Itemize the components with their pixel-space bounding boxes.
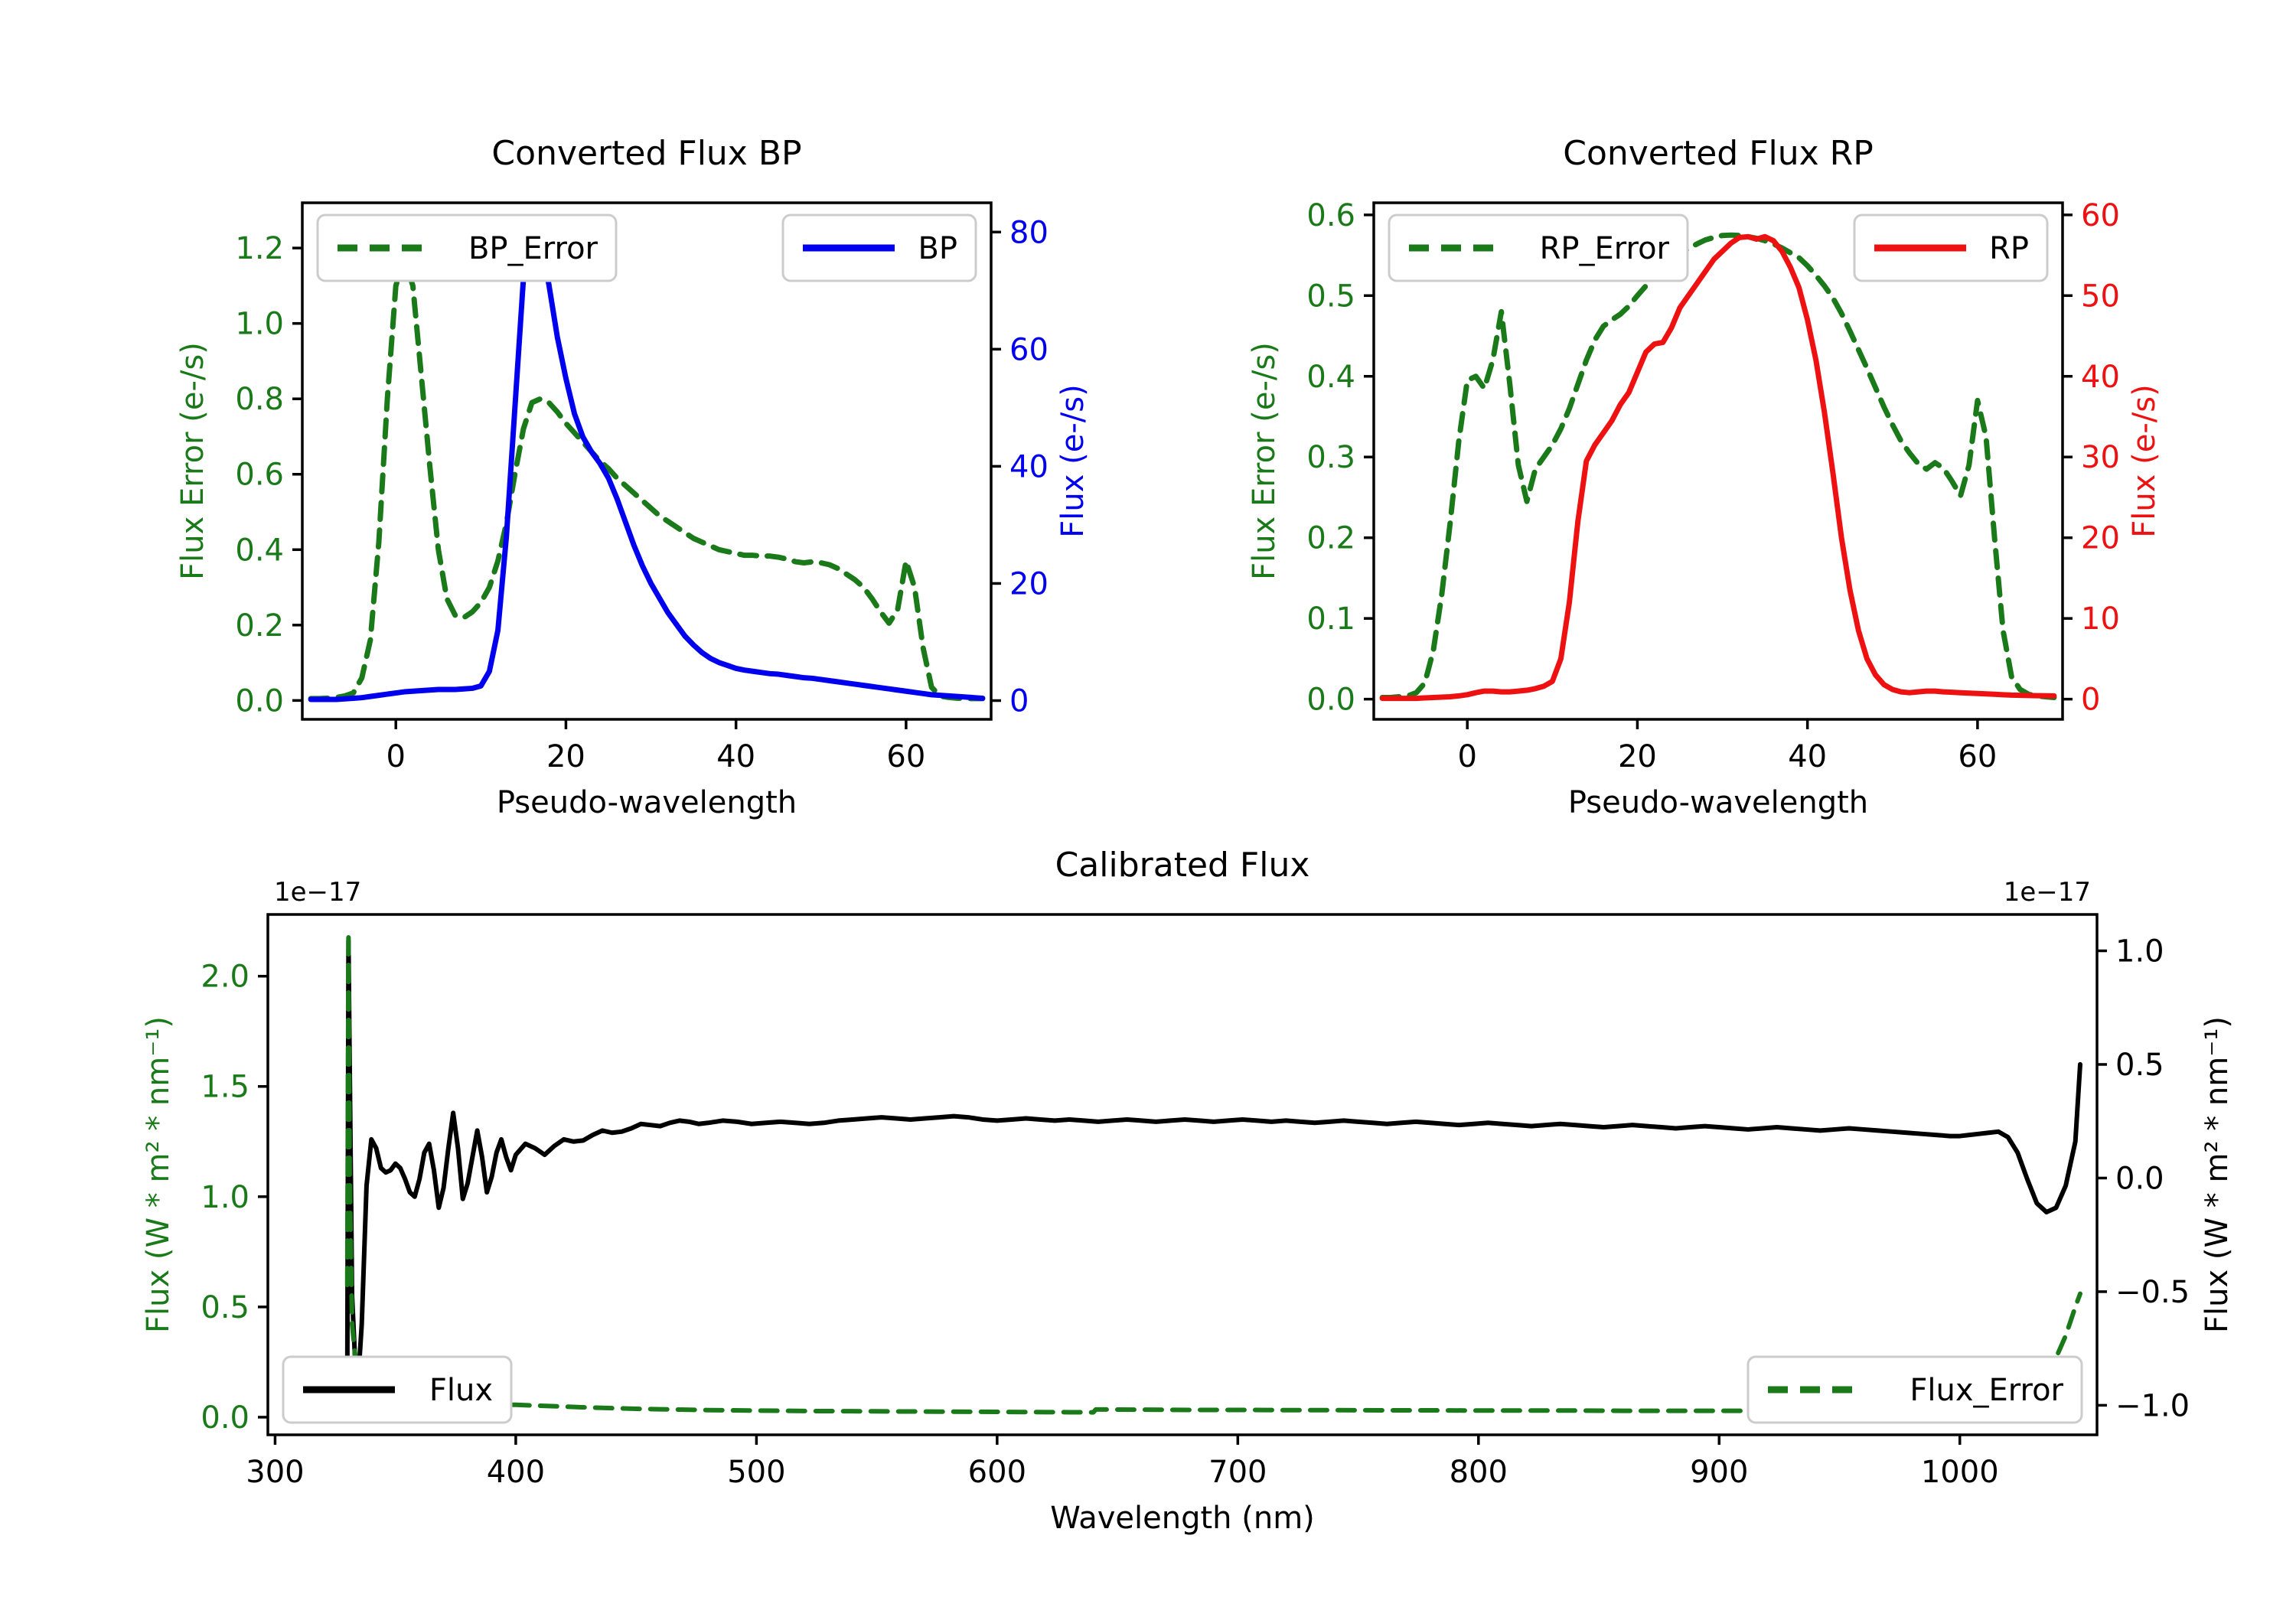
series-line-rp_error <box>1379 232 2057 701</box>
plot-frame <box>266 913 2099 1436</box>
y-tick-label-left: 1.5 <box>201 1070 249 1105</box>
x-tick-label: 60 <box>886 739 925 774</box>
y-tick-label-right: 0 <box>1009 684 1029 719</box>
x-tick-label: 60 <box>1958 739 1997 774</box>
y-tick-label-right: 20 <box>2081 521 2120 556</box>
legend-label: RP <box>1989 231 2029 266</box>
legend-label: BP <box>918 231 957 266</box>
y-tick-label-right: −0.5 <box>2115 1275 2190 1310</box>
y-tick-label-left: 1.0 <box>235 307 284 342</box>
y-axis-label-right: Flux (e-/s) <box>1055 384 1091 537</box>
series-line-bp <box>308 220 986 702</box>
x-tick-label: 20 <box>1618 739 1657 774</box>
y-tick-label-right: 1.0 <box>2115 934 2164 970</box>
y-axis-label-left: Flux Error (e-/s) <box>1247 342 1282 580</box>
series-line-bp_error <box>308 256 986 702</box>
x-tick-label: 1000 <box>1921 1455 1999 1490</box>
legend-label: Flux_Error <box>1910 1373 2063 1408</box>
y-axis-label-right: Flux (W * m² * nm⁻¹) <box>2200 1016 2235 1333</box>
y-tick-label-right: 0.5 <box>2115 1048 2164 1083</box>
y-tick-label-right: 80 <box>1009 215 1049 250</box>
x-tick-label: 40 <box>716 739 755 774</box>
y-tick-label-left: 0.8 <box>235 382 284 417</box>
x-tick-label: 40 <box>1788 739 1827 774</box>
legend-label: RP_Error <box>1540 231 1670 266</box>
legend-label: Flux <box>429 1373 493 1408</box>
y-tick-label-right: 40 <box>2081 360 2120 395</box>
series-line-flux <box>344 938 2082 1402</box>
legend-bp[interactable]: BP <box>781 214 977 282</box>
legend-rp_error[interactable]: RP_Error <box>1388 214 1689 282</box>
legend-label: BP_Error <box>468 231 598 266</box>
y-tick-label-right: 40 <box>1009 449 1049 484</box>
y-tick-label-right: 50 <box>2081 279 2120 314</box>
chart-title: Converted Flux BP <box>491 134 801 173</box>
y-tick-label-left: 0.0 <box>201 1400 249 1436</box>
x-tick-label: 500 <box>727 1455 785 1490</box>
series-line-rp <box>1379 233 2057 702</box>
offset-text-left: 1e−17 <box>274 877 361 908</box>
y-axis-label-left: Flux (W * m² * nm⁻¹) <box>141 1016 176 1333</box>
y-axis-label-right: Flux (e-/s) <box>2127 384 2162 537</box>
plot-frame <box>1372 201 2064 721</box>
x-tick-label: 0 <box>386 739 405 774</box>
legend-flux[interactable]: Flux <box>282 1355 513 1424</box>
y-tick-label-right: 10 <box>2081 601 2120 637</box>
y-tick-label-left: 0.3 <box>1306 440 1355 475</box>
x-tick-label: 600 <box>968 1455 1026 1490</box>
plot-frame <box>301 201 993 721</box>
x-tick-label: 20 <box>546 739 585 774</box>
x-tick-label: 700 <box>1208 1455 1267 1490</box>
y-tick-label-right: 60 <box>2081 198 2120 233</box>
legend-flux_error[interactable]: Flux_Error <box>1746 1355 2083 1424</box>
x-axis-label: Pseudo-wavelength <box>497 785 797 820</box>
chart-title: Calibrated Flux <box>1055 846 1310 885</box>
y-tick-label-left: 1.2 <box>235 231 284 266</box>
y-tick-label-right: −1.0 <box>2115 1388 2190 1423</box>
y-tick-label-right: 30 <box>2081 440 2120 475</box>
y-tick-label-right: 0.0 <box>2115 1161 2164 1196</box>
y-tick-label-left: 0.4 <box>235 533 284 568</box>
x-tick-label: 0 <box>1457 739 1476 774</box>
y-tick-label-left: 0.0 <box>235 683 284 719</box>
offset-text-right: 1e−17 <box>2004 877 2091 908</box>
y-tick-label-left: 0.6 <box>1306 198 1355 233</box>
x-tick-label: 300 <box>246 1455 304 1490</box>
y-tick-label-left: 0.5 <box>1306 279 1355 314</box>
x-tick-label: 400 <box>487 1455 545 1490</box>
y-tick-label-left: 0.2 <box>235 608 284 644</box>
y-tick-label-left: 0.0 <box>1306 683 1355 718</box>
x-axis-label: Pseudo-wavelength <box>1568 785 1868 820</box>
y-tick-label-left: 1.0 <box>201 1180 249 1215</box>
y-axis-label-left: Flux Error (e-/s) <box>175 342 210 580</box>
y-tick-label-left: 0.6 <box>235 458 284 493</box>
chart-title: Converted Flux RP <box>1563 134 1874 173</box>
y-tick-label-left: 0.4 <box>1306 360 1355 395</box>
y-tick-label-right: 0 <box>2081 683 2100 718</box>
x-axis-label: Wavelength (nm) <box>1050 1501 1315 1536</box>
y-tick-label-left: 0.5 <box>201 1290 249 1325</box>
y-tick-label-left: 0.2 <box>1306 521 1355 556</box>
y-tick-label-right: 20 <box>1009 566 1049 601</box>
y-tick-label-left: 0.1 <box>1306 601 1355 637</box>
legend-rp[interactable]: RP <box>1853 214 2049 282</box>
series-line-flux_error <box>344 930 2082 1415</box>
x-tick-label: 800 <box>1450 1455 1508 1490</box>
x-tick-label: 900 <box>1690 1455 1748 1490</box>
legend-bp_error[interactable]: BP_Error <box>316 214 618 282</box>
y-tick-label-right: 60 <box>1009 332 1049 367</box>
y-tick-label-left: 2.0 <box>201 960 249 995</box>
